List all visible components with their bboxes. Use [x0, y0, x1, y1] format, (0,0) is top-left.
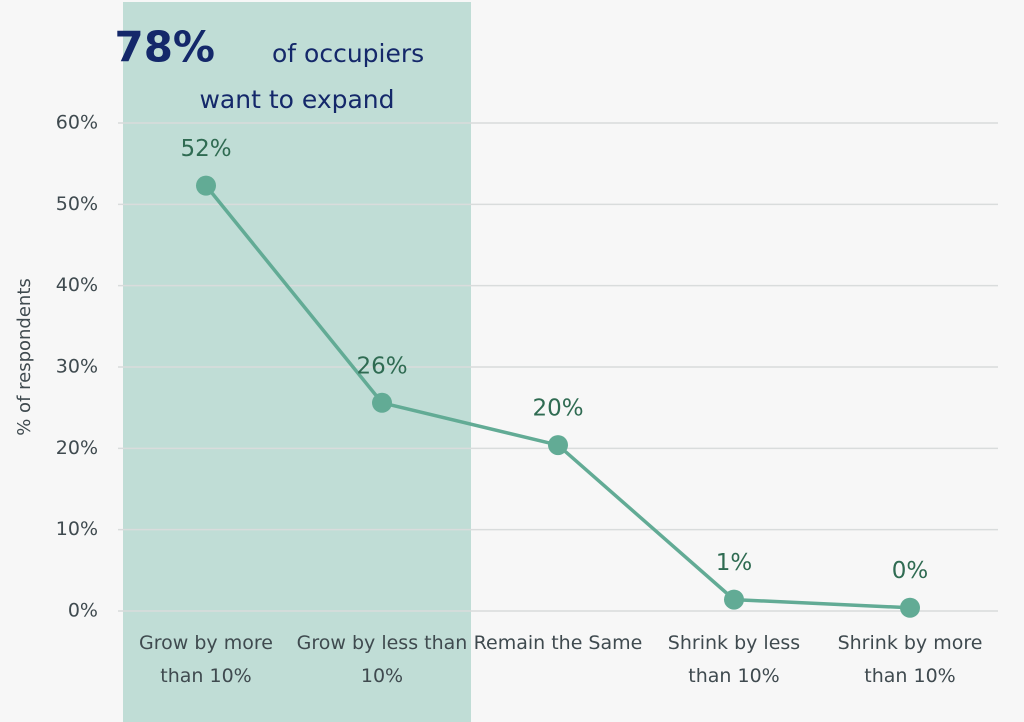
data-label: 26%: [356, 353, 407, 379]
data-label: 20%: [532, 396, 583, 422]
point: [900, 597, 920, 618]
highlight-band: [123, 2, 471, 722]
y-tick-label: 30%: [56, 356, 98, 378]
annotation-highlight: 78%: [114, 23, 215, 72]
data-label: 0%: [892, 558, 929, 584]
x-tick-label: Remain the Same: [473, 632, 643, 654]
x-tick-label: Shrink by more than 10%: [837, 632, 983, 687]
point: [196, 175, 216, 196]
y-tick-label: 60%: [56, 112, 98, 134]
y-tick-label: 20%: [56, 437, 98, 459]
x-tick-label: Grow by more than 10%: [139, 632, 273, 687]
y-tick-label: 40%: [56, 274, 98, 296]
point: [724, 589, 744, 610]
annotation-line: want to expand: [199, 85, 394, 114]
data-label: 1%: [716, 550, 753, 576]
y-tick-label: 10%: [56, 518, 98, 540]
y-tick-label: 50%: [56, 193, 98, 215]
x-tick-label: Shrink by less than 10%: [667, 632, 801, 687]
annotation-line: of occupiers: [272, 39, 424, 68]
point: [372, 392, 392, 413]
y-axis-label: % of respondents: [14, 278, 35, 436]
point: [548, 435, 568, 456]
y-tick-label: 0%: [68, 600, 98, 622]
x-tick-label: Grow by less than 10%: [296, 632, 468, 687]
data-label: 52%: [180, 136, 231, 162]
